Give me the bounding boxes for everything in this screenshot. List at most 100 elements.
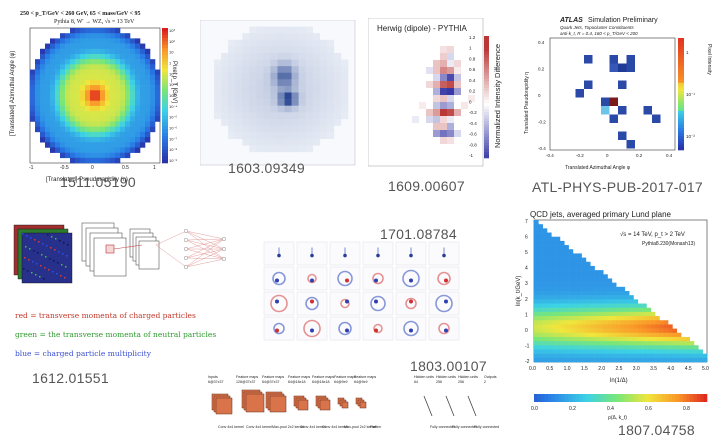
jet-pixel [125,79,131,86]
jet-pixel [150,126,156,133]
lund-cell [542,236,548,242]
arxiv-id-label-1803: 1803.00107 [410,358,487,374]
jet-pixel [75,69,81,76]
jet-pixel [291,92,299,100]
lund-cell [572,311,578,317]
diff-pixel [426,67,433,74]
jet-pixel [145,79,151,86]
jet-pixel [110,152,116,159]
colorbar-tick-label: -0.6 [469,132,477,137]
jet-pixel [80,126,86,133]
colorbar-swatch [544,394,549,402]
lund-cell [594,303,600,309]
jet-pixel [256,72,264,80]
jet-pixel [326,125,335,133]
lund-cell [542,341,548,346]
jet-pixel [319,72,328,80]
lund-cell [607,286,613,292]
colorbar-tick-label: 0.6 [645,406,652,412]
plot-title: QCD jets, averaged primary Lund plane [530,210,672,219]
jet-pixel [110,48,116,55]
colorbar-tick-label: 0.2 [469,89,476,94]
jet-pixel [30,100,36,107]
thumb-mark [437,271,451,286]
jet-pixel [40,90,46,96]
jet-pixel [60,59,66,65]
jet-pixel [120,64,126,70]
jet-pixel [40,100,46,107]
jet-pixel [60,105,66,112]
lund-cell [568,357,574,363]
colorbar-swatch [686,394,690,402]
lund-cell [629,320,634,325]
jet-pixel [130,95,136,101]
jet-pixel [618,131,627,140]
lund-cell [598,349,604,354]
lund-cell [538,274,543,279]
lund-cell [607,307,613,313]
lund-cell [650,332,656,338]
jet-pixel [55,147,61,153]
lund-cell [603,303,608,309]
colorbar-swatch [484,109,489,113]
diff-pixel [433,74,440,81]
colorbar-tick-label: 1 [169,61,172,66]
jet-pixel [145,137,151,143]
lund-cell [590,328,595,334]
lund-cell [551,311,556,317]
lund-cell [607,311,613,317]
lund-cell [534,291,539,296]
diff-pixel [447,102,454,109]
jet-pixel [277,105,285,113]
lund-cell [603,349,608,354]
thumbnail [263,291,295,316]
jet-pixel [50,100,56,107]
jet-pixel [120,126,126,133]
lund-cell [603,299,608,304]
jet-pixel [291,39,299,47]
lund-cell [581,282,587,288]
lund-cell [572,295,578,300]
x-tick-label: 0 [91,165,94,171]
lund-cell [620,303,626,309]
lund-cell [668,332,673,338]
jet-pixel [80,38,86,44]
jet-pixel [75,33,81,39]
colorbar-swatch [162,102,168,106]
lund-cell [624,316,630,321]
x-axis-label: [Translated] Pseudorapidity (η) [46,177,128,183]
thumbnail-grid [263,241,460,341]
lund-cell [551,341,556,346]
x-tick-label: 0.5 [546,366,553,372]
lund-cell [590,349,595,354]
lund-cell [585,278,591,283]
lund-cell [542,324,548,329]
lund-cell [572,257,578,263]
atlas-jet-image: ATLAS Simulation Preliminary Quark Jets,… [524,17,712,171]
diff-pixel [426,109,433,116]
lund-cell [646,332,652,338]
panel-1603-09349: 1603.09349 [199,19,360,190]
jet-pixel [110,43,116,50]
lund-cell [585,282,591,288]
lund-cell [633,311,639,317]
jet-pixel [270,85,278,93]
lund-cell [681,353,686,359]
jet-pixel [50,79,56,86]
colorbar-swatch [696,394,701,402]
jet-pixel [65,64,71,70]
lund-cell [572,345,578,350]
lund-cell [564,324,569,329]
jet-pixel [90,157,96,164]
jet-pixel [312,138,321,146]
jet-pixel [120,147,126,153]
thumb-mark [405,297,417,310]
thumbnail [428,316,460,341]
jet-pixel [55,137,61,143]
thumbnail [263,266,295,291]
jet-pixel [115,147,121,153]
lund-cell [572,316,578,321]
lund-cell [551,324,556,329]
jet-pixel [150,116,156,122]
jet-pixel [305,118,314,126]
